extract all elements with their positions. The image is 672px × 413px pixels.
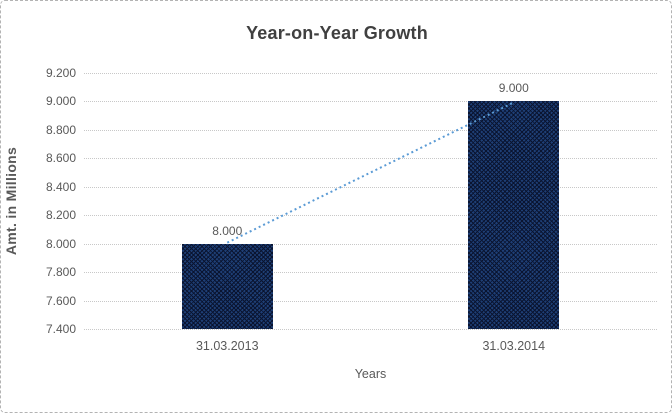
y-tick-label: 8.600 bbox=[45, 151, 76, 166]
gridline bbox=[84, 129, 657, 131]
gridline bbox=[84, 101, 657, 103]
x-axis-title: Years bbox=[354, 367, 387, 381]
y-tick-label: 8.800 bbox=[45, 122, 76, 137]
y-tick-label: 9.000 bbox=[45, 94, 76, 109]
gridline bbox=[84, 215, 657, 217]
category-label: 31.03.2013 bbox=[195, 339, 259, 353]
y-tick-label: 8.200 bbox=[45, 208, 76, 223]
gridline bbox=[84, 300, 657, 302]
gridline bbox=[84, 73, 657, 74]
y-tick-label: 8.000 bbox=[45, 236, 76, 251]
bar bbox=[181, 243, 273, 329]
y-tick-label: 9.200 bbox=[45, 66, 76, 80]
plot-area: 9.200 9.000 8.800 8.600 8.400 8.200 8.000 7.800… bbox=[46, 66, 657, 353]
value-label: 8.000 bbox=[212, 223, 243, 238]
value-label: 9.000 bbox=[498, 81, 529, 96]
bar bbox=[468, 101, 560, 329]
y-tick-label: 7.600 bbox=[45, 293, 76, 308]
category-label: 31.03.2014 bbox=[482, 339, 546, 353]
y-tick-label: 7.800 bbox=[45, 265, 76, 280]
gridline bbox=[84, 329, 657, 330]
gridline bbox=[84, 186, 657, 188]
gridline bbox=[84, 158, 657, 160]
y-tick-label: 8.400 bbox=[45, 179, 76, 194]
gridline bbox=[84, 272, 657, 274]
trendline bbox=[226, 101, 515, 244]
y-tick-label: 7.400 bbox=[45, 322, 76, 336]
chart-title: Year-on-Year Growth bbox=[246, 23, 428, 43]
gridline bbox=[84, 243, 657, 245]
